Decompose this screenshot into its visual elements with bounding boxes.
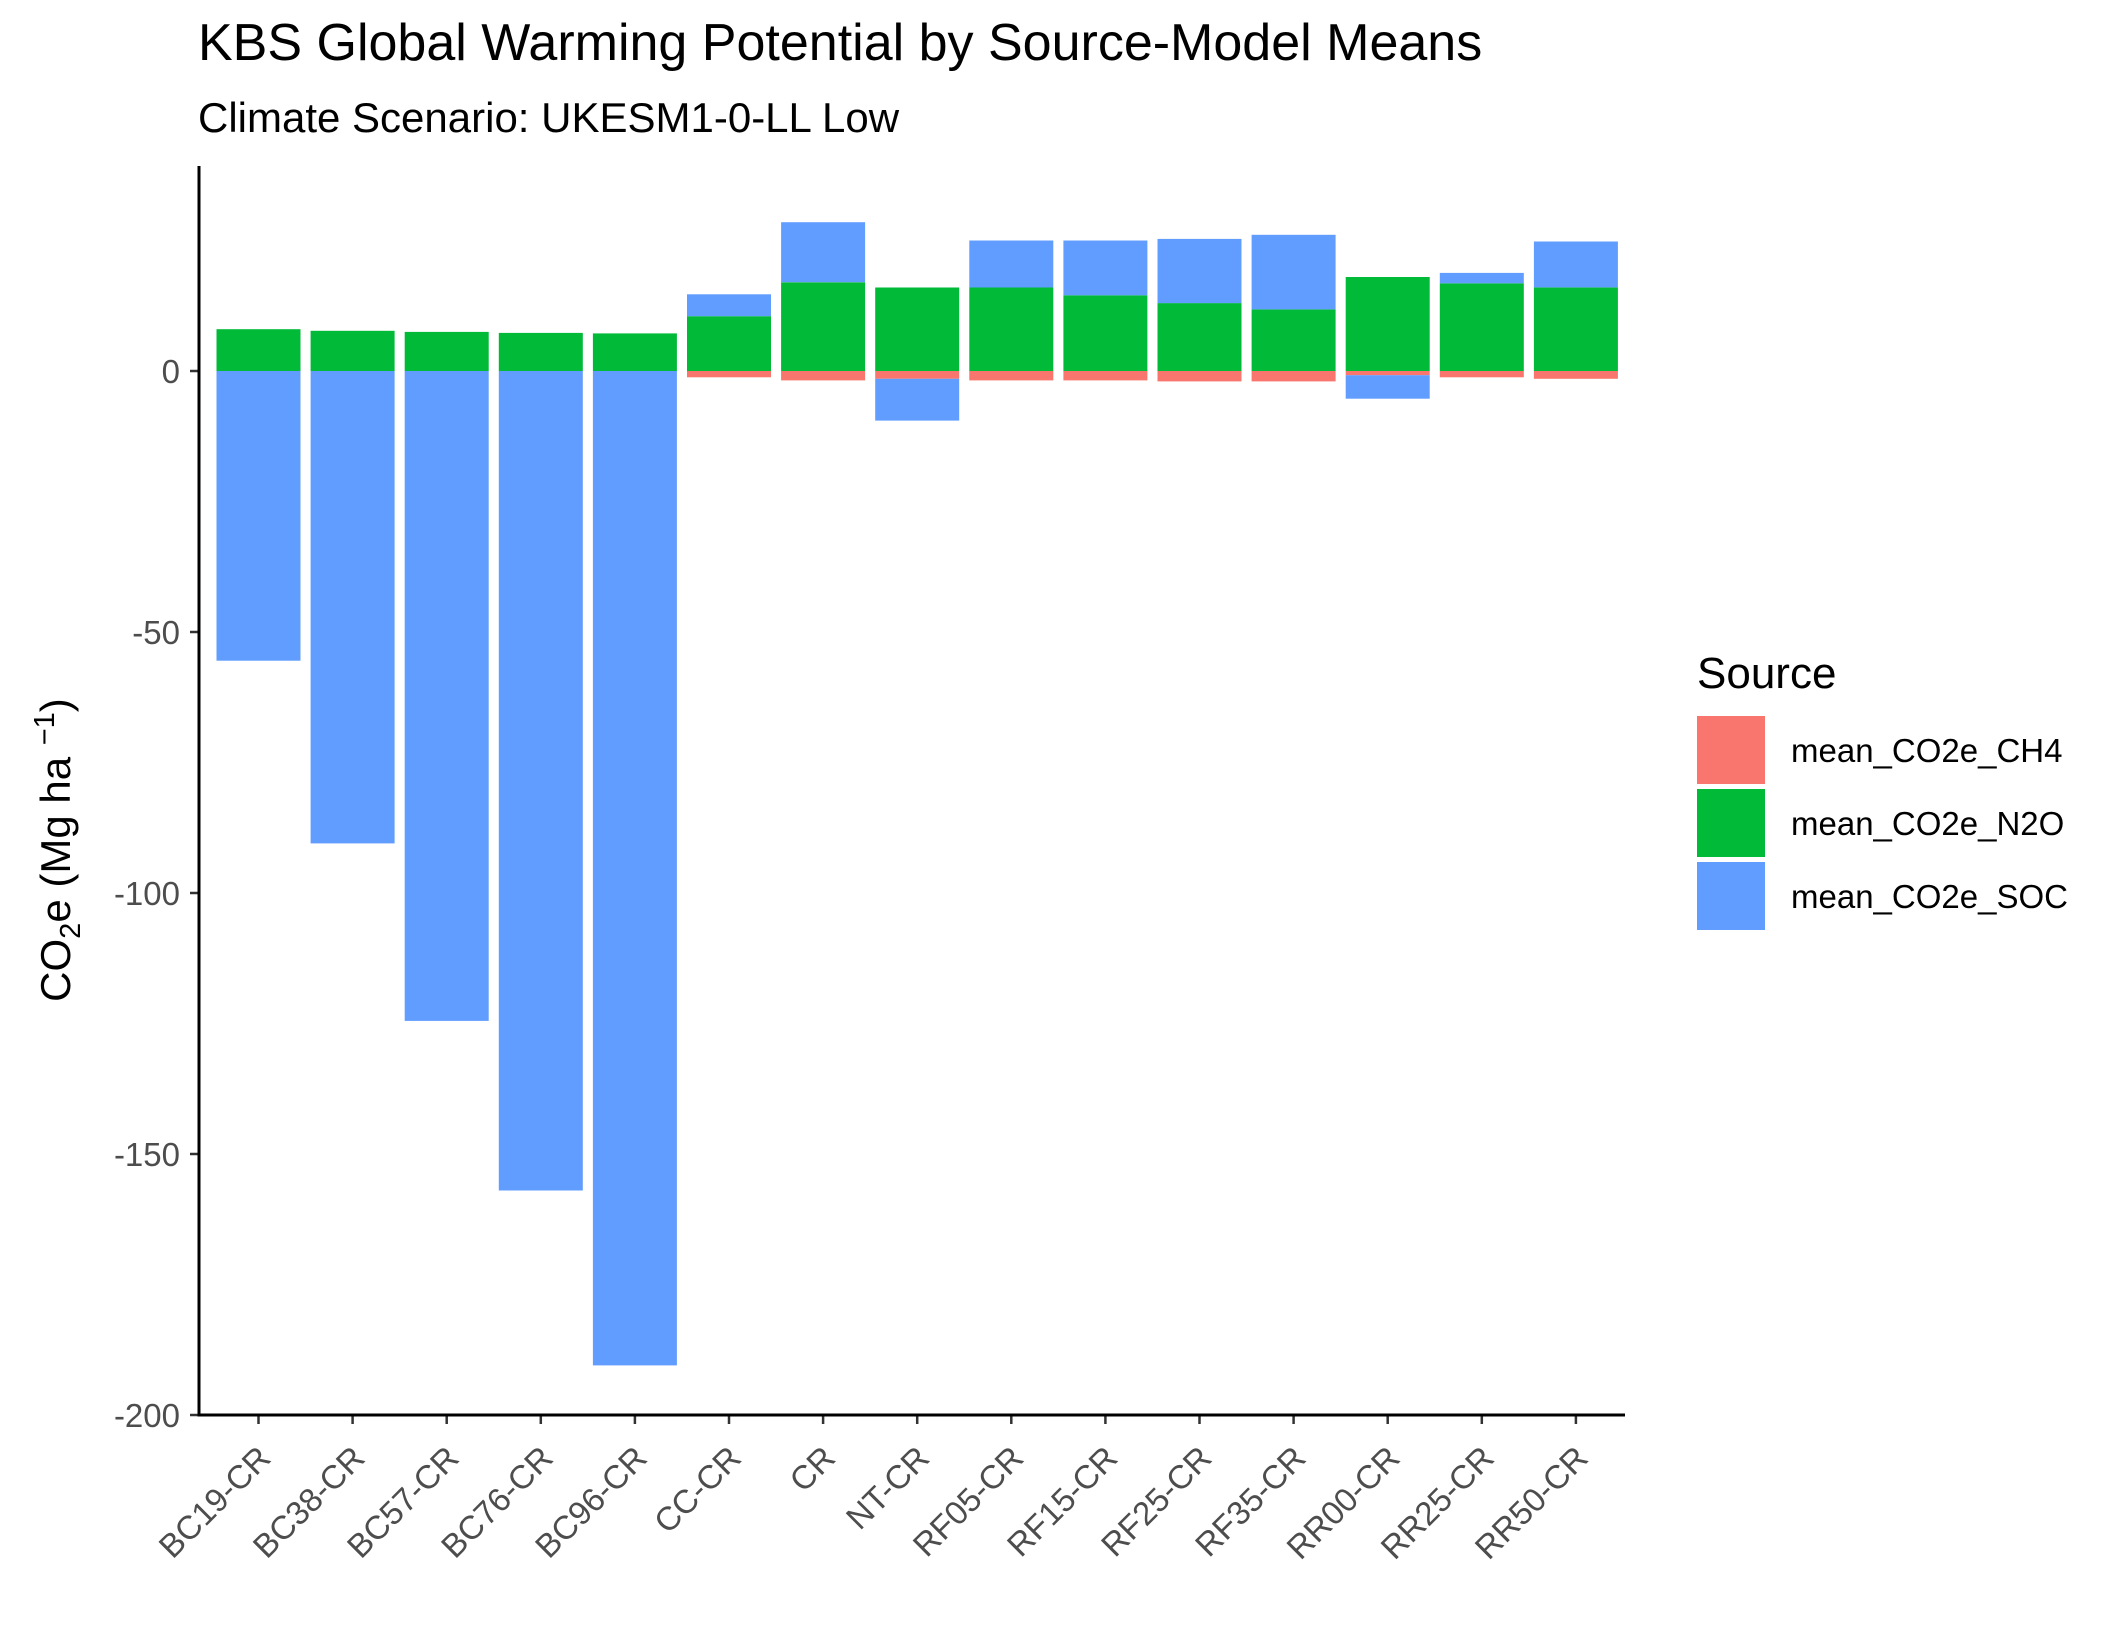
bar-NT-CR-mean_CO2e_CH4 — [875, 371, 960, 379]
y-axis-label-superscript: −1 — [29, 712, 61, 745]
bar-RR25-CR-mean_CO2e_N2O — [1439, 283, 1524, 371]
bar-CR-mean_CO2e_CH4 — [781, 371, 866, 381]
bar-CC-CR-mean_CO2e_CH4 — [687, 371, 771, 378]
bar-RF15-CR-mean_CO2e_SOC — [1063, 240, 1148, 296]
bar-RF15-CR-mean_CO2e_CH4 — [1063, 371, 1148, 381]
bar-BC38-CR-mean_CO2e_SOC — [310, 371, 395, 844]
bar-RR25-CR-mean_CO2e_CH4 — [1439, 371, 1524, 378]
bar-layer — [216, 222, 1618, 1366]
bar-CR-mean_CO2e_N2O — [781, 282, 866, 371]
bar-RF25-CR-mean_CO2e_CH4 — [1157, 371, 1242, 382]
chart-title: KBS Global Warming Potential by Source-M… — [198, 14, 1482, 72]
x-axis-ticks: BC19-CRBC38-CRBC57-CRBC76-CRBC96-CRCC-CR… — [151, 1415, 1595, 1566]
y-tick-label: -200 — [114, 1397, 180, 1434]
legend-label-mean_CO2e_CH4: mean_CO2e_CH4 — [1791, 732, 2062, 769]
legend-key-mean_CO2e_CH4 — [1697, 716, 1765, 784]
y-axis-label-subscript: 2 — [55, 923, 87, 939]
bar-RF05-CR-mean_CO2e_CH4 — [969, 371, 1054, 381]
y-axis-title: CO2e (Mg ha −1) — [29, 698, 87, 1002]
bar-BC57-CR-mean_CO2e_SOC — [404, 371, 489, 1021]
chart-subtitle: Climate Scenario: UKESM1-0-LL Low — [198, 94, 900, 141]
bar-RR50-CR-mean_CO2e_SOC — [1533, 241, 1618, 288]
legend-key-mean_CO2e_SOC — [1697, 862, 1765, 930]
bar-BC19-CR-mean_CO2e_N2O — [216, 329, 301, 371]
bar-BC76-CR-mean_CO2e_SOC — [498, 371, 583, 1191]
y-tick-label: -150 — [114, 1136, 180, 1173]
bar-RR50-CR-mean_CO2e_N2O — [1533, 287, 1618, 371]
legend-title: Source — [1697, 649, 1836, 698]
bar-RF35-CR-mean_CO2e_N2O — [1251, 309, 1336, 371]
legend-label-mean_CO2e_N2O: mean_CO2e_N2O — [1791, 805, 2064, 842]
bar-RF05-CR-mean_CO2e_N2O — [969, 287, 1054, 371]
legend-label-mean_CO2e_SOC: mean_CO2e_SOC — [1791, 878, 2068, 915]
x-tick-label: CC-CR — [647, 1439, 748, 1540]
bar-NT-CR-mean_CO2e_N2O — [875, 287, 960, 371]
bar-BC57-CR-mean_CO2e_N2O — [404, 331, 489, 371]
legend: Source mean_CO2e_CH4 mean_CO2e_N2O mean_CO… — [1697, 649, 2068, 930]
y-tick-label: -100 — [114, 875, 180, 912]
y-axis-ticks: 0 -50 -100 -150 -200 — [114, 353, 199, 1434]
y-axis-label-middle: e (Mg ha — [32, 745, 79, 922]
y-axis-label-suffix: ) — [32, 698, 79, 712]
bar-RF35-CR-mean_CO2e_CH4 — [1251, 371, 1336, 382]
bar-BC38-CR-mean_CO2e_N2O — [310, 330, 395, 371]
y-tick-label: 0 — [162, 353, 180, 390]
bar-NT-CR-mean_CO2e_SOC — [875, 378, 960, 421]
bar-BC96-CR-mean_CO2e_N2O — [592, 333, 677, 371]
bar-BC96-CR-mean_CO2e_SOC — [592, 371, 677, 1366]
bar-CR-mean_CO2e_SOC — [781, 222, 866, 283]
bar-RR00-CR-mean_CO2e_N2O — [1345, 277, 1430, 371]
y-axis-label-prefix: CO — [32, 939, 79, 1002]
bar-CC-CR-mean_CO2e_N2O — [687, 316, 771, 371]
bar-RR00-CR-mean_CO2e_SOC — [1345, 375, 1430, 399]
bar-RF25-CR-mean_CO2e_N2O — [1157, 303, 1242, 371]
bar-RR00-CR-mean_CO2e_CH4 — [1345, 371, 1430, 376]
bar-RF15-CR-mean_CO2e_N2O — [1063, 295, 1148, 371]
bar-RF35-CR-mean_CO2e_SOC — [1251, 234, 1336, 310]
legend-key-mean_CO2e_N2O — [1697, 789, 1765, 857]
bar-RR50-CR-mean_CO2e_CH4 — [1533, 371, 1618, 379]
bar-RF05-CR-mean_CO2e_SOC — [969, 240, 1054, 288]
bar-RF25-CR-mean_CO2e_SOC — [1157, 238, 1242, 304]
bar-RR25-CR-mean_CO2e_SOC — [1439, 272, 1524, 284]
x-tick-label: CR — [782, 1439, 842, 1499]
y-tick-label: -50 — [132, 614, 180, 651]
bar-CC-CR-mean_CO2e_SOC — [687, 294, 771, 317]
bar-BC76-CR-mean_CO2e_N2O — [498, 332, 583, 371]
y-axis-label: CO2e (Mg ha −1) — [29, 698, 87, 1002]
bar-BC19-CR-mean_CO2e_SOC — [216, 371, 301, 661]
